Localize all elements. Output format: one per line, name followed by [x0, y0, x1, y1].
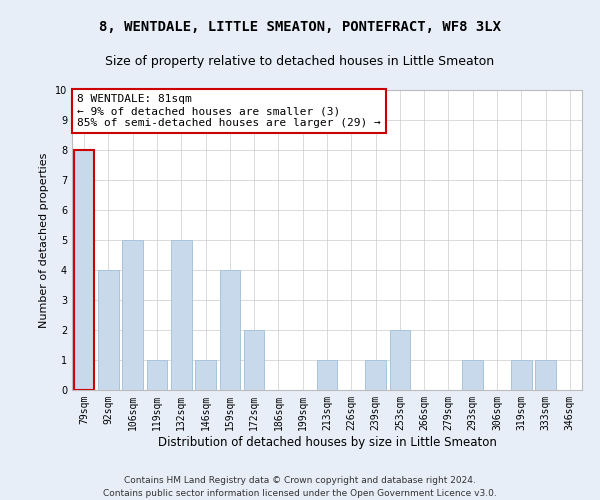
- Bar: [146, 360, 167, 390]
- Bar: [389, 330, 410, 390]
- Y-axis label: Number of detached properties: Number of detached properties: [40, 152, 49, 328]
- Bar: [365, 360, 386, 390]
- Bar: [171, 240, 191, 390]
- Bar: [220, 270, 240, 390]
- Text: 8 WENTDALE: 81sqm
← 9% of detached houses are smaller (3)
85% of semi-detached h: 8 WENTDALE: 81sqm ← 9% of detached house…: [77, 94, 381, 128]
- Text: Contains HM Land Registry data © Crown copyright and database right 2024.
Contai: Contains HM Land Registry data © Crown c…: [103, 476, 497, 498]
- Bar: [535, 360, 556, 390]
- Bar: [195, 360, 216, 390]
- Bar: [511, 360, 532, 390]
- Text: 8, WENTDALE, LITTLE SMEATON, PONTEFRACT, WF8 3LX: 8, WENTDALE, LITTLE SMEATON, PONTEFRACT,…: [99, 20, 501, 34]
- Bar: [317, 360, 337, 390]
- Bar: [244, 330, 265, 390]
- Bar: [74, 150, 94, 390]
- Text: Size of property relative to detached houses in Little Smeaton: Size of property relative to detached ho…: [106, 55, 494, 68]
- Bar: [122, 240, 143, 390]
- Bar: [463, 360, 483, 390]
- X-axis label: Distribution of detached houses by size in Little Smeaton: Distribution of detached houses by size …: [158, 436, 496, 448]
- Bar: [98, 270, 119, 390]
